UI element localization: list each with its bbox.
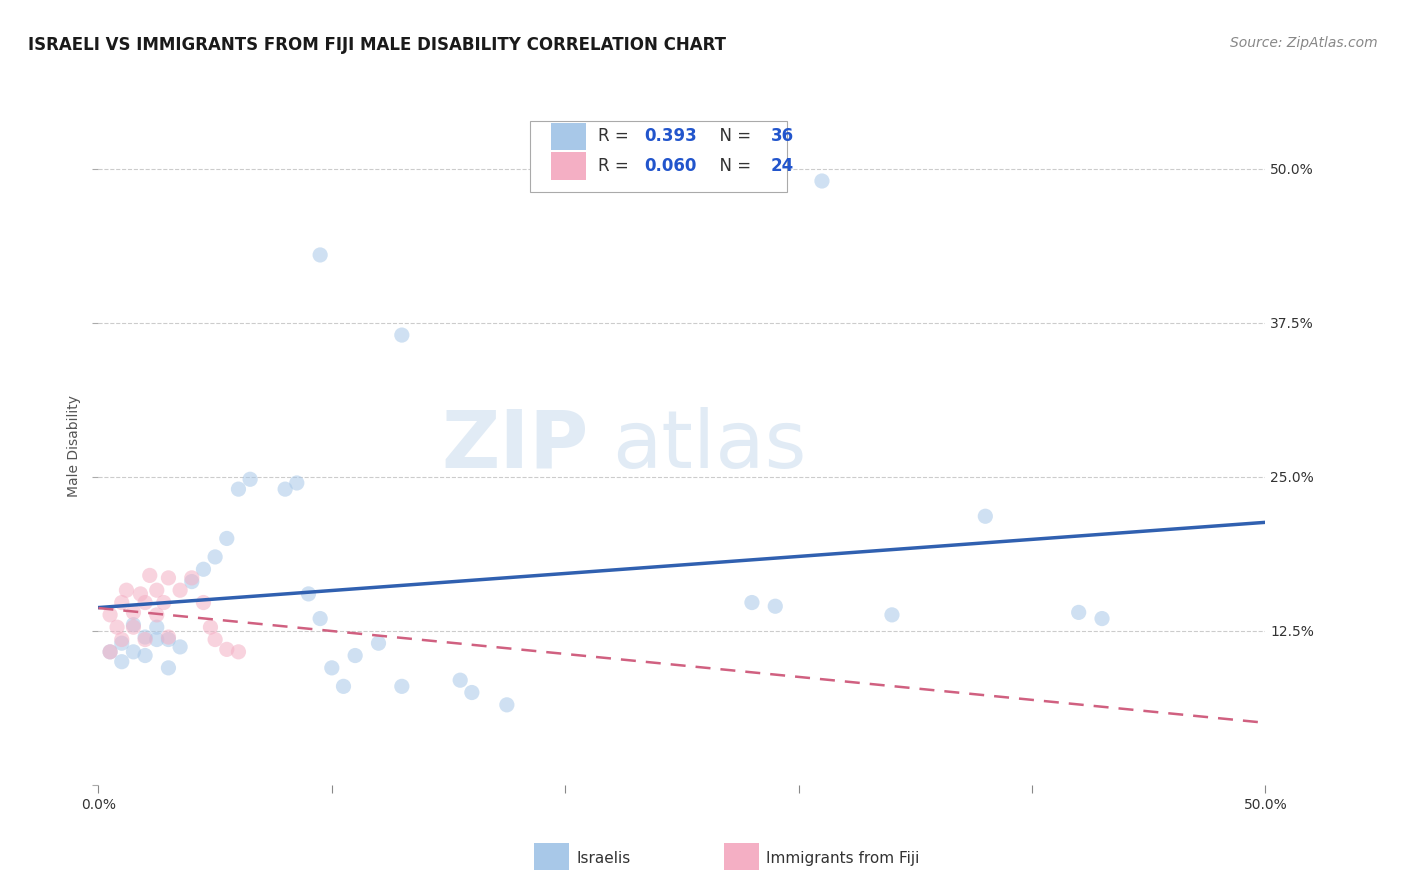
Point bbox=[274, 482, 297, 496]
Point bbox=[344, 648, 367, 663]
Point bbox=[215, 532, 238, 546]
Point bbox=[309, 248, 332, 262]
Point bbox=[134, 632, 156, 647]
Point bbox=[146, 620, 169, 634]
Point bbox=[200, 620, 222, 634]
Point bbox=[321, 661, 343, 675]
Point bbox=[122, 645, 145, 659]
Point bbox=[111, 632, 134, 647]
Point bbox=[152, 595, 174, 609]
Point bbox=[449, 673, 471, 688]
Point bbox=[111, 655, 134, 669]
Point bbox=[134, 648, 156, 663]
Text: ZIP: ZIP bbox=[441, 407, 589, 485]
Point bbox=[134, 595, 156, 609]
Point bbox=[157, 571, 180, 585]
Point bbox=[122, 617, 145, 632]
Point bbox=[309, 611, 332, 625]
Point bbox=[139, 568, 162, 582]
Text: ISRAELI VS IMMIGRANTS FROM FIJI MALE DISABILITY CORRELATION CHART: ISRAELI VS IMMIGRANTS FROM FIJI MALE DIS… bbox=[28, 36, 725, 54]
Point bbox=[98, 645, 121, 659]
Point bbox=[129, 587, 152, 601]
Point bbox=[239, 472, 262, 486]
Point bbox=[169, 583, 191, 598]
Point bbox=[193, 595, 215, 609]
Point bbox=[169, 640, 191, 654]
Point bbox=[180, 571, 202, 585]
Point bbox=[111, 595, 134, 609]
Point bbox=[122, 620, 145, 634]
Point bbox=[215, 642, 238, 657]
Text: 0.060: 0.060 bbox=[644, 157, 697, 175]
Point bbox=[297, 587, 319, 601]
Point bbox=[741, 595, 763, 609]
Point bbox=[146, 607, 169, 622]
Text: Immigrants from Fiji: Immigrants from Fiji bbox=[766, 851, 920, 865]
Point bbox=[157, 630, 180, 644]
Point bbox=[204, 549, 226, 564]
Point bbox=[285, 475, 308, 490]
Point bbox=[98, 645, 121, 659]
Text: Source: ZipAtlas.com: Source: ZipAtlas.com bbox=[1230, 36, 1378, 50]
Point bbox=[391, 328, 413, 343]
Text: Israelis: Israelis bbox=[576, 851, 631, 865]
Y-axis label: Male Disability: Male Disability bbox=[67, 395, 82, 497]
Point bbox=[763, 599, 786, 614]
Point bbox=[157, 661, 180, 675]
Point bbox=[811, 174, 834, 188]
Point bbox=[98, 607, 121, 622]
Point bbox=[974, 509, 997, 524]
Point bbox=[1091, 611, 1114, 625]
Text: 24: 24 bbox=[770, 157, 794, 175]
Point bbox=[332, 679, 354, 693]
Point bbox=[880, 607, 903, 622]
Point bbox=[105, 620, 128, 634]
Point bbox=[193, 562, 215, 576]
Point bbox=[122, 606, 145, 620]
Text: 36: 36 bbox=[770, 128, 794, 145]
Point bbox=[496, 698, 519, 712]
Point bbox=[204, 632, 226, 647]
Text: N =: N = bbox=[709, 157, 756, 175]
Point bbox=[391, 679, 413, 693]
Point bbox=[180, 574, 202, 589]
Point bbox=[1067, 606, 1090, 620]
Point bbox=[461, 685, 484, 699]
Point bbox=[146, 583, 169, 598]
Bar bbox=[530, 120, 787, 192]
Point bbox=[115, 583, 138, 598]
Point bbox=[228, 482, 250, 496]
Bar bbox=[551, 153, 586, 179]
Text: R =: R = bbox=[598, 128, 634, 145]
Point bbox=[146, 632, 169, 647]
Text: 0.393: 0.393 bbox=[644, 128, 697, 145]
Point bbox=[111, 636, 134, 650]
Point bbox=[228, 645, 250, 659]
Point bbox=[157, 632, 180, 647]
Text: N =: N = bbox=[709, 128, 756, 145]
Text: atlas: atlas bbox=[612, 407, 806, 485]
Point bbox=[367, 636, 389, 650]
Text: R =: R = bbox=[598, 157, 634, 175]
Point bbox=[134, 630, 156, 644]
Bar bbox=[551, 122, 586, 150]
